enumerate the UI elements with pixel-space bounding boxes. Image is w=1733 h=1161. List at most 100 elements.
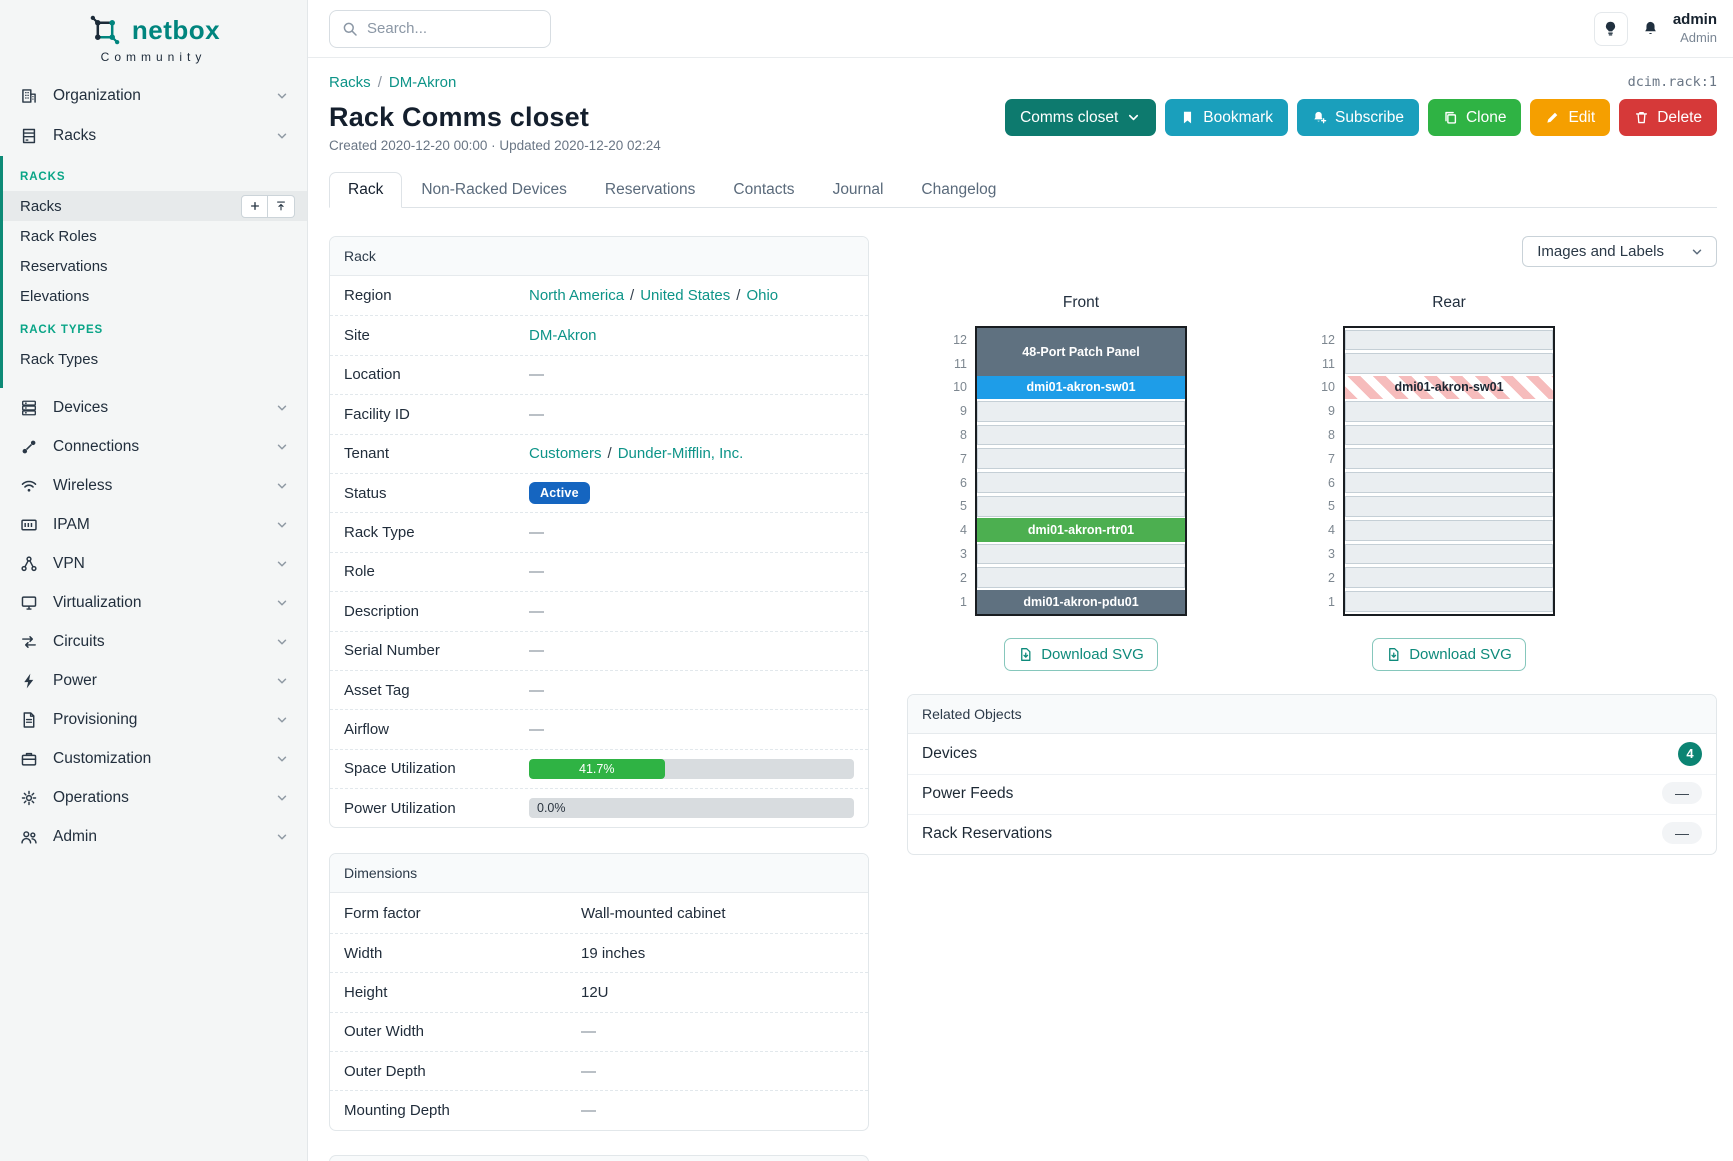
sidebar-subitem-racks[interactable]: Racks — [3, 191, 307, 221]
row-label: Power Utilization — [344, 799, 456, 817]
link-north-america[interactable]: North America — [529, 287, 625, 305]
subscribe-button[interactable]: Subscribe — [1297, 99, 1419, 136]
row-value: Wall-mounted cabinet — [581, 904, 726, 922]
sidebar-item-provisioning[interactable]: Provisioning — [0, 700, 307, 739]
count-badge[interactable]: 4 — [1678, 741, 1702, 766]
download-svg-button-front[interactable]: Download SVG — [1004, 637, 1158, 671]
sidebar-item-power[interactable]: Power — [0, 661, 307, 700]
related-label[interactable]: Rack Reservations — [922, 825, 1053, 843]
row-value: — — [581, 1102, 596, 1120]
unit-number: 5 — [960, 499, 967, 514]
link-dm-akron[interactable]: DM-Akron — [529, 327, 597, 345]
delete-button[interactable]: Delete — [1619, 99, 1717, 136]
table-row-description: Description — — [330, 591, 868, 630]
sidebar-item-operations[interactable]: Operations — [0, 778, 307, 817]
sidebar-subitem-rack-types[interactable]: Rack Types — [3, 344, 307, 374]
bookmark-button[interactable]: Bookmark — [1165, 99, 1289, 136]
sidebar-subitem-label: Rack Roles — [20, 227, 97, 245]
rack-panel-title: Rack — [330, 237, 868, 276]
main-area: admin Admin Racks/DM-Akron dcim.rack:1 R… — [308, 0, 1733, 1161]
sidebar-item-label: Operations — [53, 788, 129, 806]
sidebar-subitem-rack-roles[interactable]: Rack Roles — [3, 221, 307, 251]
unit-number: 3 — [960, 547, 967, 562]
row-value: — — [581, 1023, 596, 1041]
unit-number: 12 — [1321, 332, 1335, 347]
sidebar-subitem-reservations[interactable]: Reservations — [3, 251, 307, 281]
sidebar-item-virtualization[interactable]: Virtualization — [0, 583, 307, 622]
sidebar-item-racks[interactable]: Racks — [0, 116, 307, 156]
brand[interactable]: netbox Community — [0, 0, 307, 64]
clone-button[interactable]: Clone — [1427, 99, 1522, 136]
row-label: Description — [344, 602, 420, 620]
page-title: Rack Comms closet — [329, 102, 590, 132]
row-value: Active — [529, 482, 854, 505]
monitor-icon — [20, 594, 38, 612]
sidebar-item-ipam[interactable]: IPAM — [0, 505, 307, 544]
unit-number: 4 — [1328, 523, 1335, 538]
upload-button[interactable] — [268, 194, 295, 218]
rack-slot-empty — [977, 566, 1185, 590]
row-label: Form factor — [344, 904, 421, 922]
chevron-down-icon — [275, 713, 289, 727]
breadcrumb-link-dm-akron[interactable]: DM-Akron — [388, 73, 457, 91]
search-input[interactable] — [367, 20, 538, 37]
related-label[interactable]: Devices — [922, 744, 978, 762]
comms-closet-group-button[interactable]: Comms closet — [1005, 99, 1157, 136]
user-menu[interactable]: admin Admin — [1673, 11, 1717, 46]
sidebar-item-vpn[interactable]: VPN — [0, 544, 307, 583]
right-column: Images and Labels Front 12 11 10 9 8 7 6 5 4 3 2 1 48… — [907, 236, 1717, 855]
unit-number: 2 — [960, 570, 967, 585]
rack-device-dmi01-akron-pdu01[interactable]: dmi01-akron-pdu01 — [977, 589, 1185, 614]
related-objects-title: Related Objects — [908, 694, 1716, 734]
rack-device-dmi01-akron-sw01[interactable]: dmi01-akron-sw01 — [977, 375, 1185, 400]
sidebar-item-wireless[interactable]: Wireless — [0, 466, 307, 505]
sidebar: netbox Community Organization Racks RACKS… — [0, 0, 308, 1161]
unit-number: 11 — [1322, 356, 1335, 371]
download-svg-button-rear[interactable]: Download SVG — [1372, 637, 1526, 671]
rack-elevation-rear: Rear 12 11 10 9 8 7 6 5 4 3 2 1 dmi01-akron-sw01 Downl… — [1317, 294, 1555, 671]
sidebar-subitem-elevations[interactable]: Elevations — [3, 281, 307, 311]
object-id: dcim.rack:1 — [1627, 74, 1717, 90]
table-row-mounting-depth: Mounting Depth — — [330, 1090, 868, 1129]
sidebar-item-label: Organization — [53, 87, 141, 104]
table-row-location: Location — — [330, 354, 868, 394]
link-ohio[interactable]: Ohio — [746, 287, 779, 305]
topbar-right: admin Admin — [1593, 11, 1717, 46]
row-label: Facility ID — [344, 405, 410, 423]
sidebar-item-label: Circuits — [53, 632, 105, 650]
rack-device-dmi01-akron-sw01[interactable]: dmi01-akron-sw01 — [1345, 375, 1553, 400]
tab-changelog[interactable]: Changelog — [902, 172, 1015, 208]
sidebar-item-label: Racks — [53, 127, 97, 144]
notifications-button[interactable] — [1641, 11, 1659, 46]
unit-number: 4 — [960, 523, 967, 538]
tab-non-racked-devices[interactable]: Non-Racked Devices — [402, 172, 586, 208]
rack-slot-empty — [1345, 518, 1553, 542]
empty-count: — — [1662, 782, 1702, 805]
sidebar-item-devices[interactable]: Devices — [0, 388, 307, 427]
link-united-states[interactable]: United States — [640, 287, 731, 305]
tab-contacts[interactable]: Contacts — [714, 172, 813, 208]
rack-slot-empty — [977, 495, 1185, 519]
rack-slot-empty — [977, 542, 1185, 566]
tab-rack[interactable]: Rack — [329, 172, 403, 208]
sidebar-item-customization[interactable]: Customization — [0, 739, 307, 778]
sidebar-item-admin[interactable]: Admin — [0, 817, 307, 856]
rack-device-48-port-patch-panel[interactable]: 48-Port Patch Panel — [977, 328, 1185, 376]
breadcrumb-link-racks[interactable]: Racks — [329, 73, 371, 91]
tab-reservations[interactable]: Reservations — [586, 172, 714, 208]
link-customers[interactable]: Customers — [529, 445, 602, 463]
sidebar-item-organization[interactable]: Organization — [0, 76, 307, 116]
elevation-view-select[interactable]: Images and Labels — [1522, 236, 1717, 267]
rack-slot-empty — [1345, 352, 1553, 376]
sidebar-item-connections[interactable]: Connections — [0, 427, 307, 466]
theme-toggle-button[interactable] — [1593, 11, 1628, 46]
rack-device-dmi01-akron-rtr01[interactable]: dmi01-akron-rtr01 — [977, 518, 1185, 543]
unit-number: 2 — [1328, 570, 1335, 585]
plus-button[interactable] — [241, 194, 268, 218]
edit-button[interactable]: Edit — [1530, 99, 1611, 136]
sidebar-item-circuits[interactable]: Circuits — [0, 622, 307, 661]
link-dunder-mifflin-inc[interactable]: Dunder-Mifflin, Inc. — [617, 445, 744, 463]
related-label[interactable]: Power Feeds — [922, 785, 1014, 803]
tab-journal[interactable]: Journal — [814, 172, 903, 208]
search-box[interactable] — [329, 9, 551, 48]
